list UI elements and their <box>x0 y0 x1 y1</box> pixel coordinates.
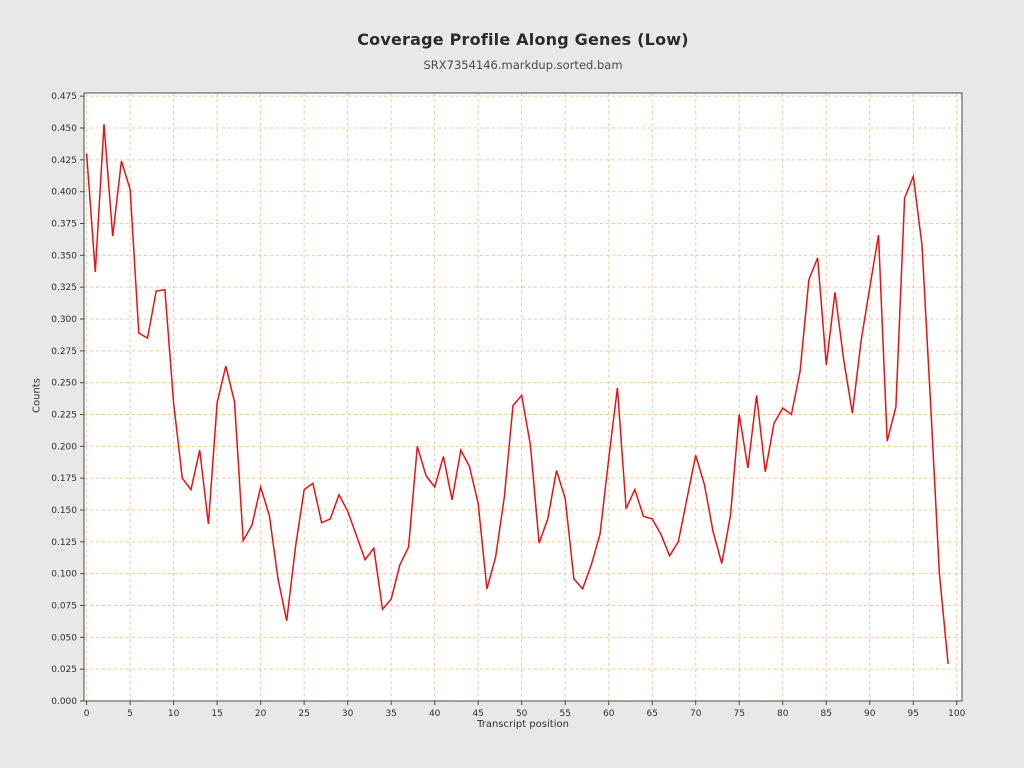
y-axis-label: Counts <box>31 378 43 413</box>
y-tick-label: 0.425 <box>51 156 77 166</box>
y-tick-label: 0.450 <box>51 124 77 134</box>
y-tick-label: 0.175 <box>51 474 77 484</box>
x-tick-label: 50 <box>516 709 528 719</box>
y-tick-label: 0.350 <box>51 251 77 261</box>
y-tick-label: 0.225 <box>51 411 77 421</box>
y-tick-label: 0.000 <box>51 697 77 707</box>
coverage-line <box>85 124 949 665</box>
plot-area <box>84 93 962 701</box>
x-tick-label: 35 <box>385 709 396 719</box>
x-tick-label: 80 <box>777 709 789 719</box>
x-tick-label: 15 <box>211 709 222 719</box>
x-tick-label: 95 <box>908 709 919 719</box>
y-tick-label: 0.400 <box>51 188 77 198</box>
y-tick-label: 0.200 <box>51 442 77 452</box>
y-tick-label: 0.100 <box>51 570 77 580</box>
x-tick-label: 45 <box>472 709 483 719</box>
y-tick-label: 0.325 <box>51 283 77 293</box>
x-tick-label: 75 <box>734 709 745 719</box>
y-tick-label: 0.025 <box>51 665 77 675</box>
x-tick-label: 5 <box>127 709 133 719</box>
x-tick-label: 100 <box>948 709 965 719</box>
chart-subtitle: SRX7354146.markdup.sorted.bam <box>423 58 623 72</box>
x-tick-label: 30 <box>342 709 354 719</box>
x-tick-label: 55 <box>559 709 570 719</box>
plot-border <box>83 92 963 702</box>
y-tick-label: 0.275 <box>51 347 77 357</box>
y-tick-label: 0.050 <box>51 633 77 643</box>
y-tick-label: 0.300 <box>51 315 77 325</box>
x-tick-label: 85 <box>821 709 832 719</box>
x-axis-label: Transcript position <box>477 719 569 730</box>
x-tick-label: 40 <box>429 709 441 719</box>
x-tick-label: 60 <box>603 709 615 719</box>
chart-title: Coverage Profile Along Genes (Low) <box>357 30 689 49</box>
x-tick-label: 10 <box>168 709 180 719</box>
y-tick-label: 0.150 <box>51 506 77 516</box>
x-tick-label: 90 <box>864 709 876 719</box>
x-tick-label: 0 <box>84 709 90 719</box>
y-tick-label: 0.125 <box>51 538 77 548</box>
x-tick-label: 65 <box>646 709 657 719</box>
x-tick-label: 70 <box>690 709 702 719</box>
y-tick-label: 0.475 <box>51 92 77 102</box>
y-tick-label: 0.375 <box>51 220 77 230</box>
x-tick-label: 25 <box>298 709 309 719</box>
x-tick-label: 20 <box>255 709 267 719</box>
y-tick-label: 0.250 <box>51 379 77 389</box>
y-tick-label: 0.075 <box>51 602 77 612</box>
